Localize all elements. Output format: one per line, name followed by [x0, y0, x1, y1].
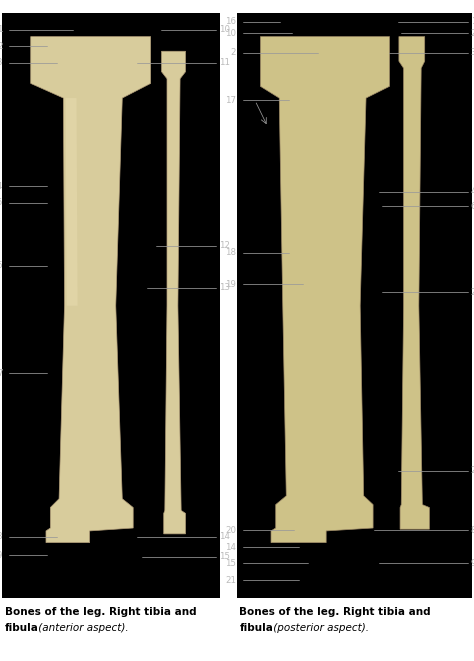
Text: 4: 4 — [0, 182, 2, 191]
Text: 22: 22 — [471, 28, 474, 38]
Text: 9: 9 — [471, 559, 474, 568]
Text: 8: 8 — [471, 525, 474, 535]
Text: 20: 20 — [225, 525, 236, 535]
Text: (anterior aspect).: (anterior aspect). — [35, 623, 129, 633]
Text: 3: 3 — [0, 58, 2, 67]
Text: 6: 6 — [471, 202, 474, 211]
Text: 7: 7 — [0, 369, 2, 378]
Text: 24: 24 — [471, 466, 474, 475]
Bar — [237, 13, 472, 598]
Text: (posterior aspect).: (posterior aspect). — [270, 623, 369, 633]
Text: 15: 15 — [219, 552, 230, 561]
Text: Bones of the leg. Right tibia and: Bones of the leg. Right tibia and — [5, 607, 196, 617]
Text: 2: 2 — [0, 42, 2, 51]
Text: 17: 17 — [225, 96, 236, 105]
Text: 23: 23 — [471, 288, 474, 297]
Polygon shape — [31, 36, 151, 543]
Text: Bones of the leg. Right tibia and: Bones of the leg. Right tibia and — [239, 607, 431, 617]
Text: 18: 18 — [225, 248, 236, 257]
Text: 2: 2 — [230, 48, 236, 58]
Text: fibula: fibula — [239, 623, 273, 633]
Polygon shape — [65, 98, 78, 305]
Text: 11: 11 — [219, 58, 230, 67]
Text: 15: 15 — [225, 559, 236, 568]
Text: 3: 3 — [471, 48, 474, 58]
Text: 4: 4 — [471, 187, 474, 196]
Text: 19: 19 — [225, 280, 236, 289]
Text: fibula: fibula — [5, 623, 38, 633]
Text: 8: 8 — [0, 532, 2, 541]
Text: 21: 21 — [225, 576, 236, 585]
Text: 14: 14 — [219, 532, 230, 541]
Polygon shape — [162, 52, 185, 534]
Text: 1: 1 — [471, 17, 474, 26]
Polygon shape — [399, 36, 429, 529]
Text: 14: 14 — [225, 543, 236, 552]
Text: 10: 10 — [219, 25, 230, 34]
Text: 13: 13 — [219, 283, 230, 292]
Text: 9: 9 — [0, 551, 2, 560]
Text: 16: 16 — [225, 17, 236, 26]
Text: 1: 1 — [0, 25, 2, 34]
Polygon shape — [261, 36, 390, 543]
Text: 10: 10 — [225, 28, 236, 38]
Text: 5: 5 — [0, 198, 2, 208]
Text: 12: 12 — [219, 241, 230, 251]
Bar — [2, 13, 220, 598]
Text: 6: 6 — [0, 261, 2, 270]
